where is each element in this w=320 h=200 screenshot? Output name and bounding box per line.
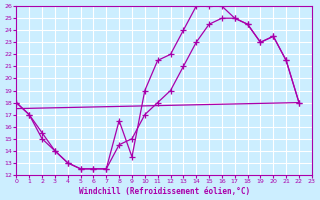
X-axis label: Windchill (Refroidissement éolien,°C): Windchill (Refroidissement éolien,°C) [78,187,250,196]
